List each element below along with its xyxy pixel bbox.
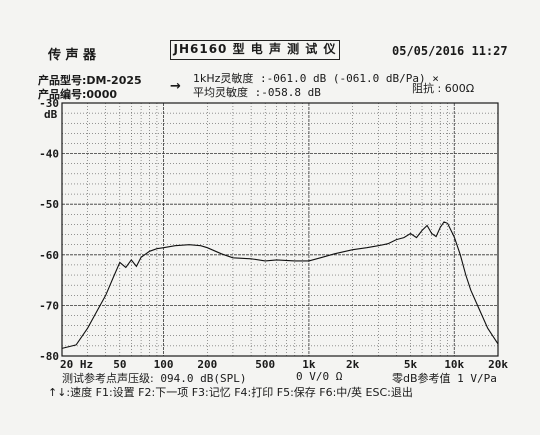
- impedance-label: 阻抗 :: [412, 82, 442, 95]
- model-label: 产品型号:: [38, 74, 87, 87]
- x-tick-label: 50: [113, 358, 126, 371]
- x-tick-label: 2k: [346, 358, 360, 371]
- sens-avg-value: :-058.8 dB: [254, 86, 321, 99]
- instrument-title: JH6160 型 电 声 测 试 仪: [170, 40, 340, 60]
- x-tick-label: 20 Hz: [60, 358, 93, 371]
- x-tick-label: 20k: [488, 358, 508, 371]
- x-tick-label: 200: [197, 358, 217, 371]
- datetime: 05/05/2016 11:27: [392, 44, 508, 58]
- sens-avg-label: 平均灵敏度: [193, 86, 248, 99]
- zero-ref-value: 1 V/Pa: [457, 372, 497, 385]
- sensitivity-avg-row: 平均灵敏度 :-058.8 dB: [193, 84, 321, 100]
- zero-ref-label: 零dB参考值: [392, 372, 451, 385]
- serial-row: 产品编号:0000: [38, 86, 117, 102]
- y-tick-label: -50: [39, 198, 59, 211]
- y-axis-label: dB: [44, 108, 58, 121]
- y-tick-label: -70: [39, 299, 59, 312]
- x-tick-label: 10k: [444, 358, 464, 371]
- sens-1khz-label: 1kHz灵敏度: [193, 72, 254, 85]
- device-type: 传 声 器: [48, 48, 97, 63]
- impedance-value: 600Ω: [444, 82, 475, 95]
- y-tick-label: -30: [39, 97, 59, 110]
- reference-row: 测试参考点声压级: 094.0 dB(SPL): [62, 370, 246, 386]
- arrow-icon: →: [170, 79, 181, 94]
- y-tick-label: -40: [39, 148, 59, 161]
- response-curve: [61, 221, 499, 349]
- y-tick-label: -60: [39, 249, 59, 262]
- date: 05/05/2016: [392, 44, 465, 58]
- zero-ref-row: 零dB参考值 1 V/Pa: [392, 370, 497, 386]
- model-value: DM-2025: [86, 74, 142, 87]
- model-row: 产品型号:DM-2025: [38, 72, 142, 88]
- serial-value: 0000: [86, 88, 118, 101]
- x-tick-label: 100: [154, 358, 174, 371]
- ref-label: 测试参考点声压级:: [62, 372, 154, 385]
- time: 11:27: [471, 44, 508, 58]
- x-tick-label: 500: [255, 358, 275, 371]
- plot-frame: [61, 102, 499, 357]
- grid: [62, 103, 498, 356]
- zero-value: 0 V/0 Ω: [296, 370, 343, 383]
- cross-icon: ×: [432, 72, 439, 85]
- impedance-row: 阻抗 : 600Ω: [412, 80, 474, 96]
- ref-value: 094.0 dB(SPL): [160, 372, 247, 385]
- x-tick-label: 5k: [404, 358, 418, 371]
- serial-label: 产品编号:: [38, 88, 87, 101]
- key-help: ↑↓:速度 F1:设置 F2:下一项 F3:记忆 F4:打印 F5:保存 F6:…: [48, 386, 413, 399]
- sens-1khz-value: :-061.0 dB (-061.0 dB/Pa): [260, 72, 426, 85]
- x-tick-label: 1k: [302, 358, 316, 371]
- y-tick-label: -80: [39, 350, 59, 363]
- sensitivity-1khz-row: 1kHz灵敏度 :-061.0 dB (-061.0 dB/Pa) ×: [193, 70, 439, 86]
